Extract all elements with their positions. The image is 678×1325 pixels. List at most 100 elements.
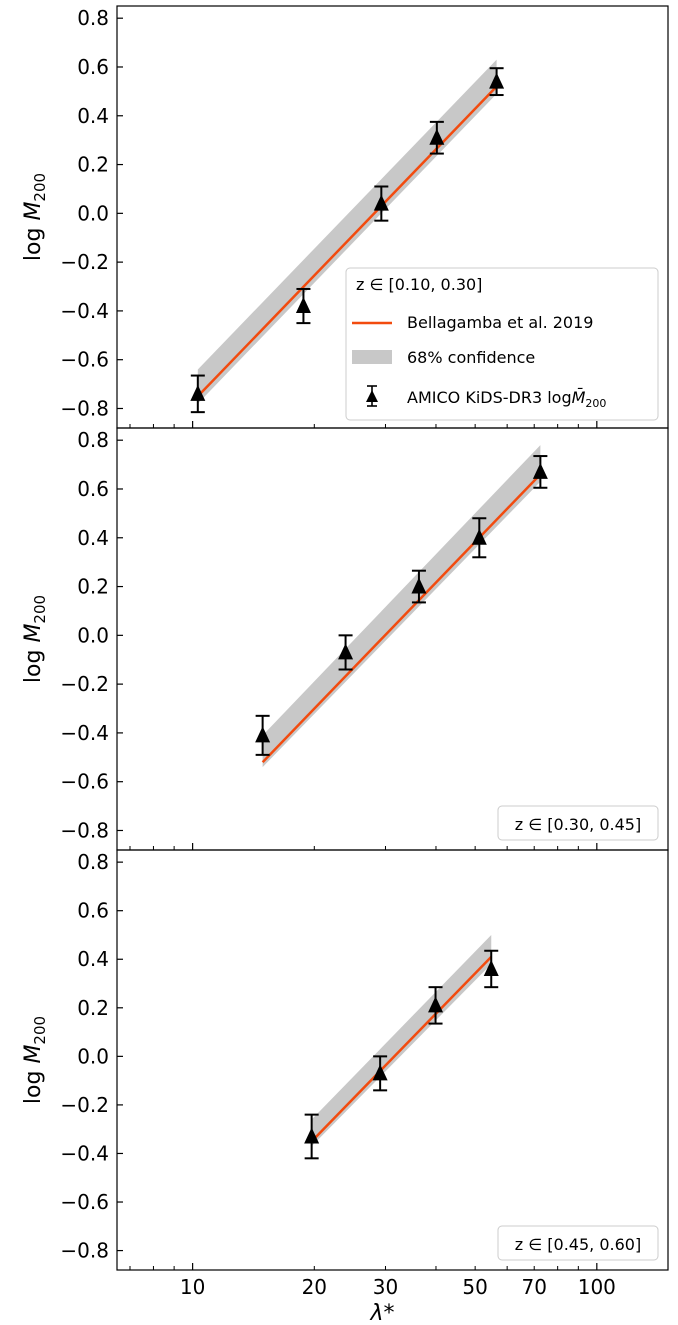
redshift-box bbox=[497, 805, 659, 841]
x-tick-label: 10 bbox=[180, 1275, 205, 1299]
y-tick-label: −0.8 bbox=[60, 818, 109, 842]
data-point bbox=[532, 455, 548, 489]
y-tick-label: −0.4 bbox=[60, 1141, 109, 1165]
data-point bbox=[471, 517, 487, 559]
triangle-marker bbox=[255, 726, 271, 743]
y-axis-label: log M200 bbox=[21, 595, 49, 683]
y-tick-label: −0.6 bbox=[60, 348, 109, 372]
data-point bbox=[411, 569, 427, 604]
y-tick-label: −0.6 bbox=[60, 770, 109, 794]
legend-band-swatch bbox=[352, 350, 392, 364]
legend-points-label-mbar: M̄ bbox=[572, 388, 586, 407]
y-tick-label: 0.4 bbox=[77, 947, 109, 971]
triangle-marker bbox=[295, 297, 311, 314]
x-axis-label: λ* bbox=[369, 1301, 394, 1325]
redshift-label: z ∈ [0.30, 0.45] bbox=[515, 815, 641, 834]
triangle-marker bbox=[428, 996, 444, 1013]
x-tick-label: 100 bbox=[578, 1275, 616, 1299]
y-axis-label-m: M bbox=[21, 1045, 46, 1064]
legend-line-label: Bellagamba et al. 2019 bbox=[407, 313, 593, 332]
axes-frame bbox=[116, 427, 669, 851]
y-axis-label-m: M bbox=[21, 202, 46, 221]
x-tick-label: 30 bbox=[373, 1275, 398, 1299]
y-axis-label-log: log bbox=[21, 643, 46, 684]
y-tick-label: 0.8 bbox=[77, 850, 109, 874]
y-tick-label: −0.8 bbox=[60, 396, 109, 420]
y-tick-label: 0.2 bbox=[77, 153, 109, 177]
legend-points-label-main: AMICO KiDS-DR3 log bbox=[407, 388, 572, 407]
legend-frame bbox=[345, 267, 659, 421]
data-point bbox=[190, 374, 206, 414]
triangle-marker bbox=[429, 128, 445, 145]
panel-middle: 0.8 0.6 0.4 0.2 0.0 −0.2 −0.4 −0.6 −0.8 log M200 z… bbox=[21, 427, 669, 851]
y-axis-label-sub: 200 bbox=[31, 1016, 49, 1045]
triangle-marker bbox=[338, 643, 354, 660]
data-point bbox=[429, 120, 445, 155]
y-axis-label-sub: 200 bbox=[31, 173, 49, 202]
x-tick-label: 70 bbox=[521, 1275, 546, 1299]
y-tick-label: −0.2 bbox=[60, 672, 109, 696]
triangle-marker bbox=[471, 528, 487, 545]
y-tick-label: 0.8 bbox=[77, 428, 109, 452]
y-tick-label: −0.4 bbox=[60, 721, 109, 745]
triangle-marker bbox=[372, 1064, 388, 1081]
axes-frame bbox=[116, 849, 669, 1271]
model-line bbox=[261, 473, 542, 764]
y-tick-label: 0.0 bbox=[77, 1044, 109, 1068]
y-tick-label: 0.8 bbox=[77, 6, 109, 30]
triangle-marker bbox=[190, 384, 206, 401]
data-point bbox=[373, 185, 389, 222]
y-axis-label: log M200 bbox=[21, 173, 49, 261]
legend-band-label: 68% confidence bbox=[407, 348, 535, 367]
triangle-marker bbox=[483, 959, 499, 976]
data-point bbox=[483, 949, 499, 989]
legend: z ∈ [0.10, 0.30] Bellagamba et al. 2019 … bbox=[345, 267, 659, 421]
confidence-band bbox=[262, 445, 541, 768]
y-tick-label: 0.6 bbox=[77, 899, 109, 923]
y-tick-label: 0.2 bbox=[77, 996, 109, 1020]
y-axis-label-log: log bbox=[21, 1064, 46, 1105]
y-tick-label: 0.4 bbox=[77, 526, 109, 550]
x-tick-label: 20 bbox=[302, 1275, 327, 1299]
y-tick-label: −0.2 bbox=[60, 250, 109, 274]
confidence-band bbox=[311, 934, 492, 1147]
y-axis-label-log: log bbox=[21, 221, 46, 262]
y-tick-label: −0.2 bbox=[60, 1093, 109, 1117]
legend-points-label: AMICO KiDS-DR3 logM̄200 bbox=[407, 388, 606, 410]
triangle-marker bbox=[411, 577, 427, 594]
panel-bottom: 0.8 0.6 0.4 0.2 0.0 −0.2 −0.4 −0.6 −0.8 log M200 z… bbox=[21, 849, 669, 1325]
redshift-box bbox=[497, 1225, 659, 1261]
data-point bbox=[489, 67, 505, 97]
legend-points-swatch bbox=[366, 385, 378, 407]
data-point bbox=[255, 714, 271, 756]
y-axis-label-sub: 200 bbox=[31, 595, 49, 624]
redshift-label: z ∈ [0.45, 0.60] bbox=[515, 1235, 641, 1254]
y-axis-label-m: M bbox=[21, 624, 46, 643]
y-tick-label: 0.4 bbox=[77, 104, 109, 128]
model-line bbox=[310, 955, 493, 1143]
y-tick-label: 0.0 bbox=[77, 201, 109, 225]
triangle-marker bbox=[489, 72, 505, 89]
y-tick-label: −0.6 bbox=[60, 1190, 109, 1214]
data-point bbox=[304, 1113, 320, 1160]
triangle-marker bbox=[373, 194, 389, 211]
triangle-marker bbox=[532, 462, 548, 479]
model-line bbox=[196, 85, 498, 398]
y-tick-label: 0.6 bbox=[77, 55, 109, 79]
legend-annotation: z ∈ [0.10, 0.30] bbox=[356, 275, 482, 294]
y-axis-label: log M200 bbox=[21, 1016, 49, 1104]
y-tick-label: 0.0 bbox=[77, 623, 109, 647]
y-tick-label: −0.4 bbox=[60, 299, 109, 323]
legend-points-label-sub: 200 bbox=[585, 397, 606, 410]
triangle-marker bbox=[304, 1127, 320, 1144]
x-tick-label: 50 bbox=[462, 1275, 487, 1299]
data-point bbox=[428, 986, 444, 1025]
data-point bbox=[372, 1055, 388, 1092]
y-tick-label: 0.6 bbox=[77, 477, 109, 501]
y-tick-label: 0.2 bbox=[77, 575, 109, 599]
y-tick-label: −0.8 bbox=[60, 1239, 109, 1263]
data-point bbox=[295, 287, 311, 325]
